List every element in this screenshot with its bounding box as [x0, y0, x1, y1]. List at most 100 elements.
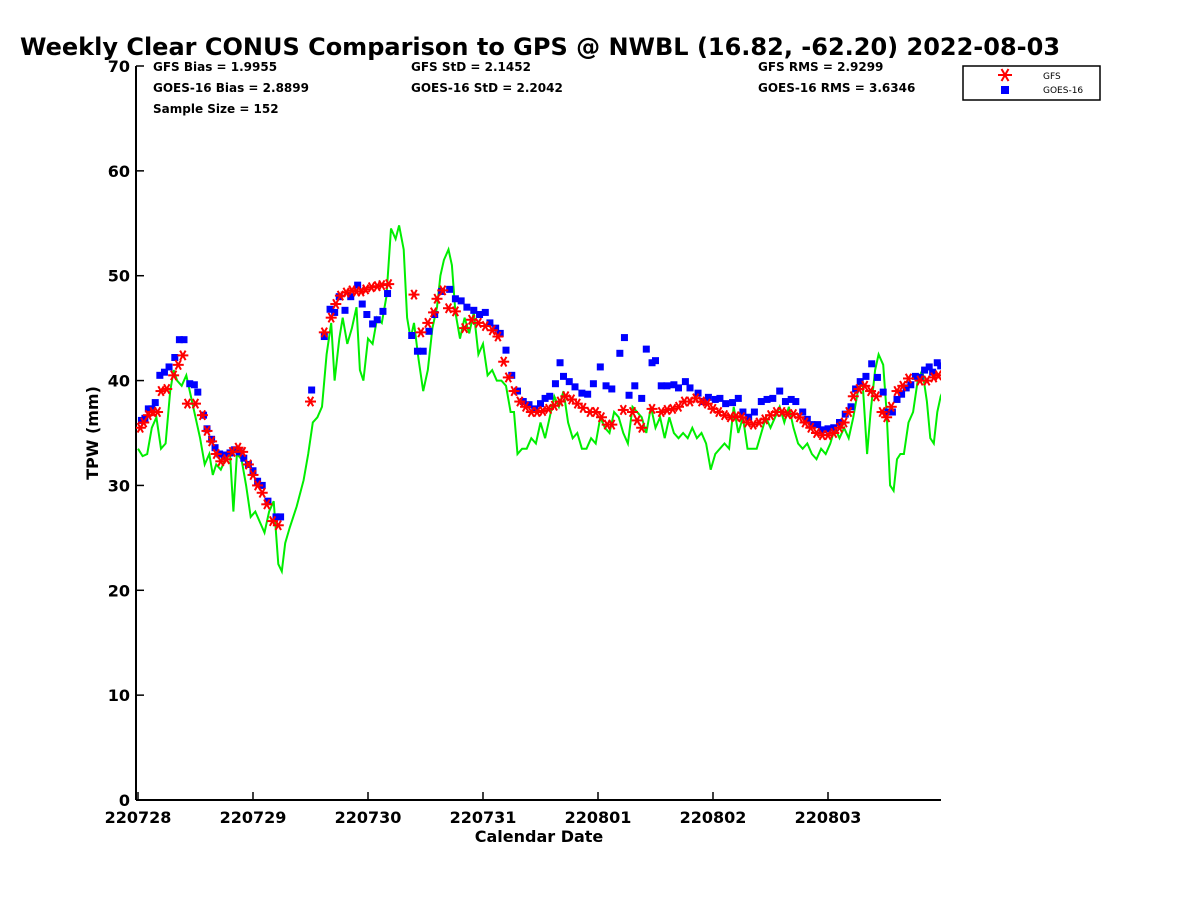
gfs-point	[673, 401, 684, 413]
goes16-point	[171, 354, 179, 362]
x-tick-label: 220730	[335, 808, 402, 827]
goes16-point	[578, 389, 586, 397]
legend-gfs-asterisk	[998, 68, 1012, 82]
goes16-point	[190, 381, 198, 389]
y-tick-label: 10	[108, 686, 130, 705]
gfs-point	[595, 412, 607, 423]
y-tick-label: 40	[108, 372, 130, 391]
goes16-point	[175, 336, 183, 344]
goes16-point	[670, 381, 678, 389]
goes16-point	[729, 399, 737, 407]
goes16-point	[508, 371, 516, 379]
legend-goes-marker	[1001, 86, 1009, 94]
gfs-point	[168, 370, 180, 381]
goes16-point	[320, 333, 328, 341]
gfs-point	[486, 324, 498, 336]
gfs-point	[498, 356, 510, 367]
goes16-point	[425, 327, 433, 335]
goes16-point	[921, 366, 929, 374]
x-axis-label: Calendar Date	[475, 827, 604, 846]
goes16-point	[799, 408, 807, 416]
gps-series-line	[137, 225, 941, 575]
goes16-point	[862, 372, 870, 380]
goes16-point	[541, 394, 549, 402]
gfs-point	[172, 359, 184, 371]
goes16-point	[384, 290, 392, 298]
goes16-point	[625, 391, 633, 399]
gfs-point	[261, 499, 273, 510]
gfs-point	[903, 373, 914, 384]
goes16-point	[818, 426, 826, 434]
gfs-point	[843, 406, 855, 418]
gfs-bias-stat: GFS Bias = 1.9955	[153, 60, 277, 74]
goes16-point	[481, 308, 489, 316]
x-tick-label: 220801	[565, 808, 632, 827]
gfs-series	[136, 278, 941, 531]
gfs-point	[325, 312, 337, 323]
goes16-point	[902, 384, 910, 392]
goes16-point	[446, 285, 454, 293]
goes16-point	[652, 357, 659, 365]
goes16-point	[141, 414, 149, 422]
goes16-point	[711, 395, 719, 403]
gfs-point	[834, 422, 845, 434]
goes16-point	[537, 400, 544, 408]
goes16-point	[847, 403, 855, 411]
goes16-point	[379, 307, 387, 315]
gfs-point	[865, 385, 877, 397]
y-axis-label: TPW (mm)	[83, 386, 102, 480]
gfs-rms-stat: GFS RMS = 2.9299	[758, 60, 883, 74]
gfs-point	[365, 281, 377, 293]
goes16-point	[194, 388, 202, 396]
goes16-point	[451, 295, 459, 303]
gfs-point	[152, 406, 164, 418]
gfs-point	[799, 417, 811, 428]
gfs-point	[232, 442, 244, 453]
gfs-point	[492, 331, 504, 342]
goes-rms-stat: GOES-16 RMS = 3.6346	[758, 81, 915, 95]
gfs-point	[177, 350, 189, 361]
chart-title: Weekly Clear CONUS Comparison to GPS @ N…	[20, 33, 1060, 61]
gfs-point	[201, 425, 213, 437]
goes16-point	[165, 363, 173, 371]
goes16-point	[824, 425, 832, 433]
gfs-point	[847, 391, 859, 402]
goes16-point	[888, 408, 896, 416]
goes16-point	[254, 477, 262, 485]
gfs-point	[701, 398, 713, 409]
legend-gfs-marker	[998, 68, 1012, 82]
goes16-point	[551, 380, 559, 388]
gfs-point	[554, 396, 566, 407]
goes16-point	[638, 394, 646, 402]
goes16-point	[745, 413, 753, 421]
sample-size-stat: Sample Size = 152	[153, 102, 279, 116]
gfs-point	[828, 427, 840, 439]
goes16-point	[463, 303, 471, 311]
x-tick-label: 220728	[105, 808, 172, 827]
gfs-point	[590, 406, 602, 418]
goes16-point	[929, 368, 937, 376]
gfs-point	[520, 401, 532, 413]
gfs-point	[330, 298, 342, 310]
gfs-point	[428, 307, 440, 318]
gfs-std-stat: GFS StD = 2.1452	[411, 60, 531, 74]
gfs-point	[190, 398, 201, 409]
gfs-point	[730, 410, 742, 422]
goes16-point	[492, 324, 500, 332]
goes16-point	[856, 378, 864, 386]
y-tick-label: 50	[108, 267, 130, 286]
goes16-point	[868, 360, 876, 368]
goes16-point	[326, 305, 334, 313]
goes16-point	[160, 368, 168, 376]
goes16-point	[907, 381, 915, 389]
goes16-point	[546, 392, 554, 400]
goes16-point	[830, 424, 838, 432]
goes16-point	[602, 382, 610, 390]
goes16-point	[750, 408, 758, 416]
goes16-point	[341, 306, 349, 314]
goes16-point	[792, 398, 800, 406]
goes16-point	[476, 311, 484, 319]
gfs-point	[661, 404, 673, 416]
gfs-point	[408, 289, 420, 300]
stats-block: GFS Bias = 1.9955 GOES-16 Bias = 2.8899 …	[153, 60, 915, 116]
